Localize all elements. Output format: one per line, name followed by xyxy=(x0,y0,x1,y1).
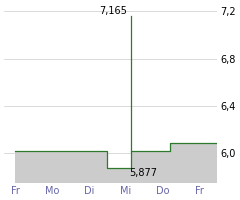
Text: 7,165: 7,165 xyxy=(99,6,127,16)
Text: 5,877: 5,877 xyxy=(129,168,157,178)
